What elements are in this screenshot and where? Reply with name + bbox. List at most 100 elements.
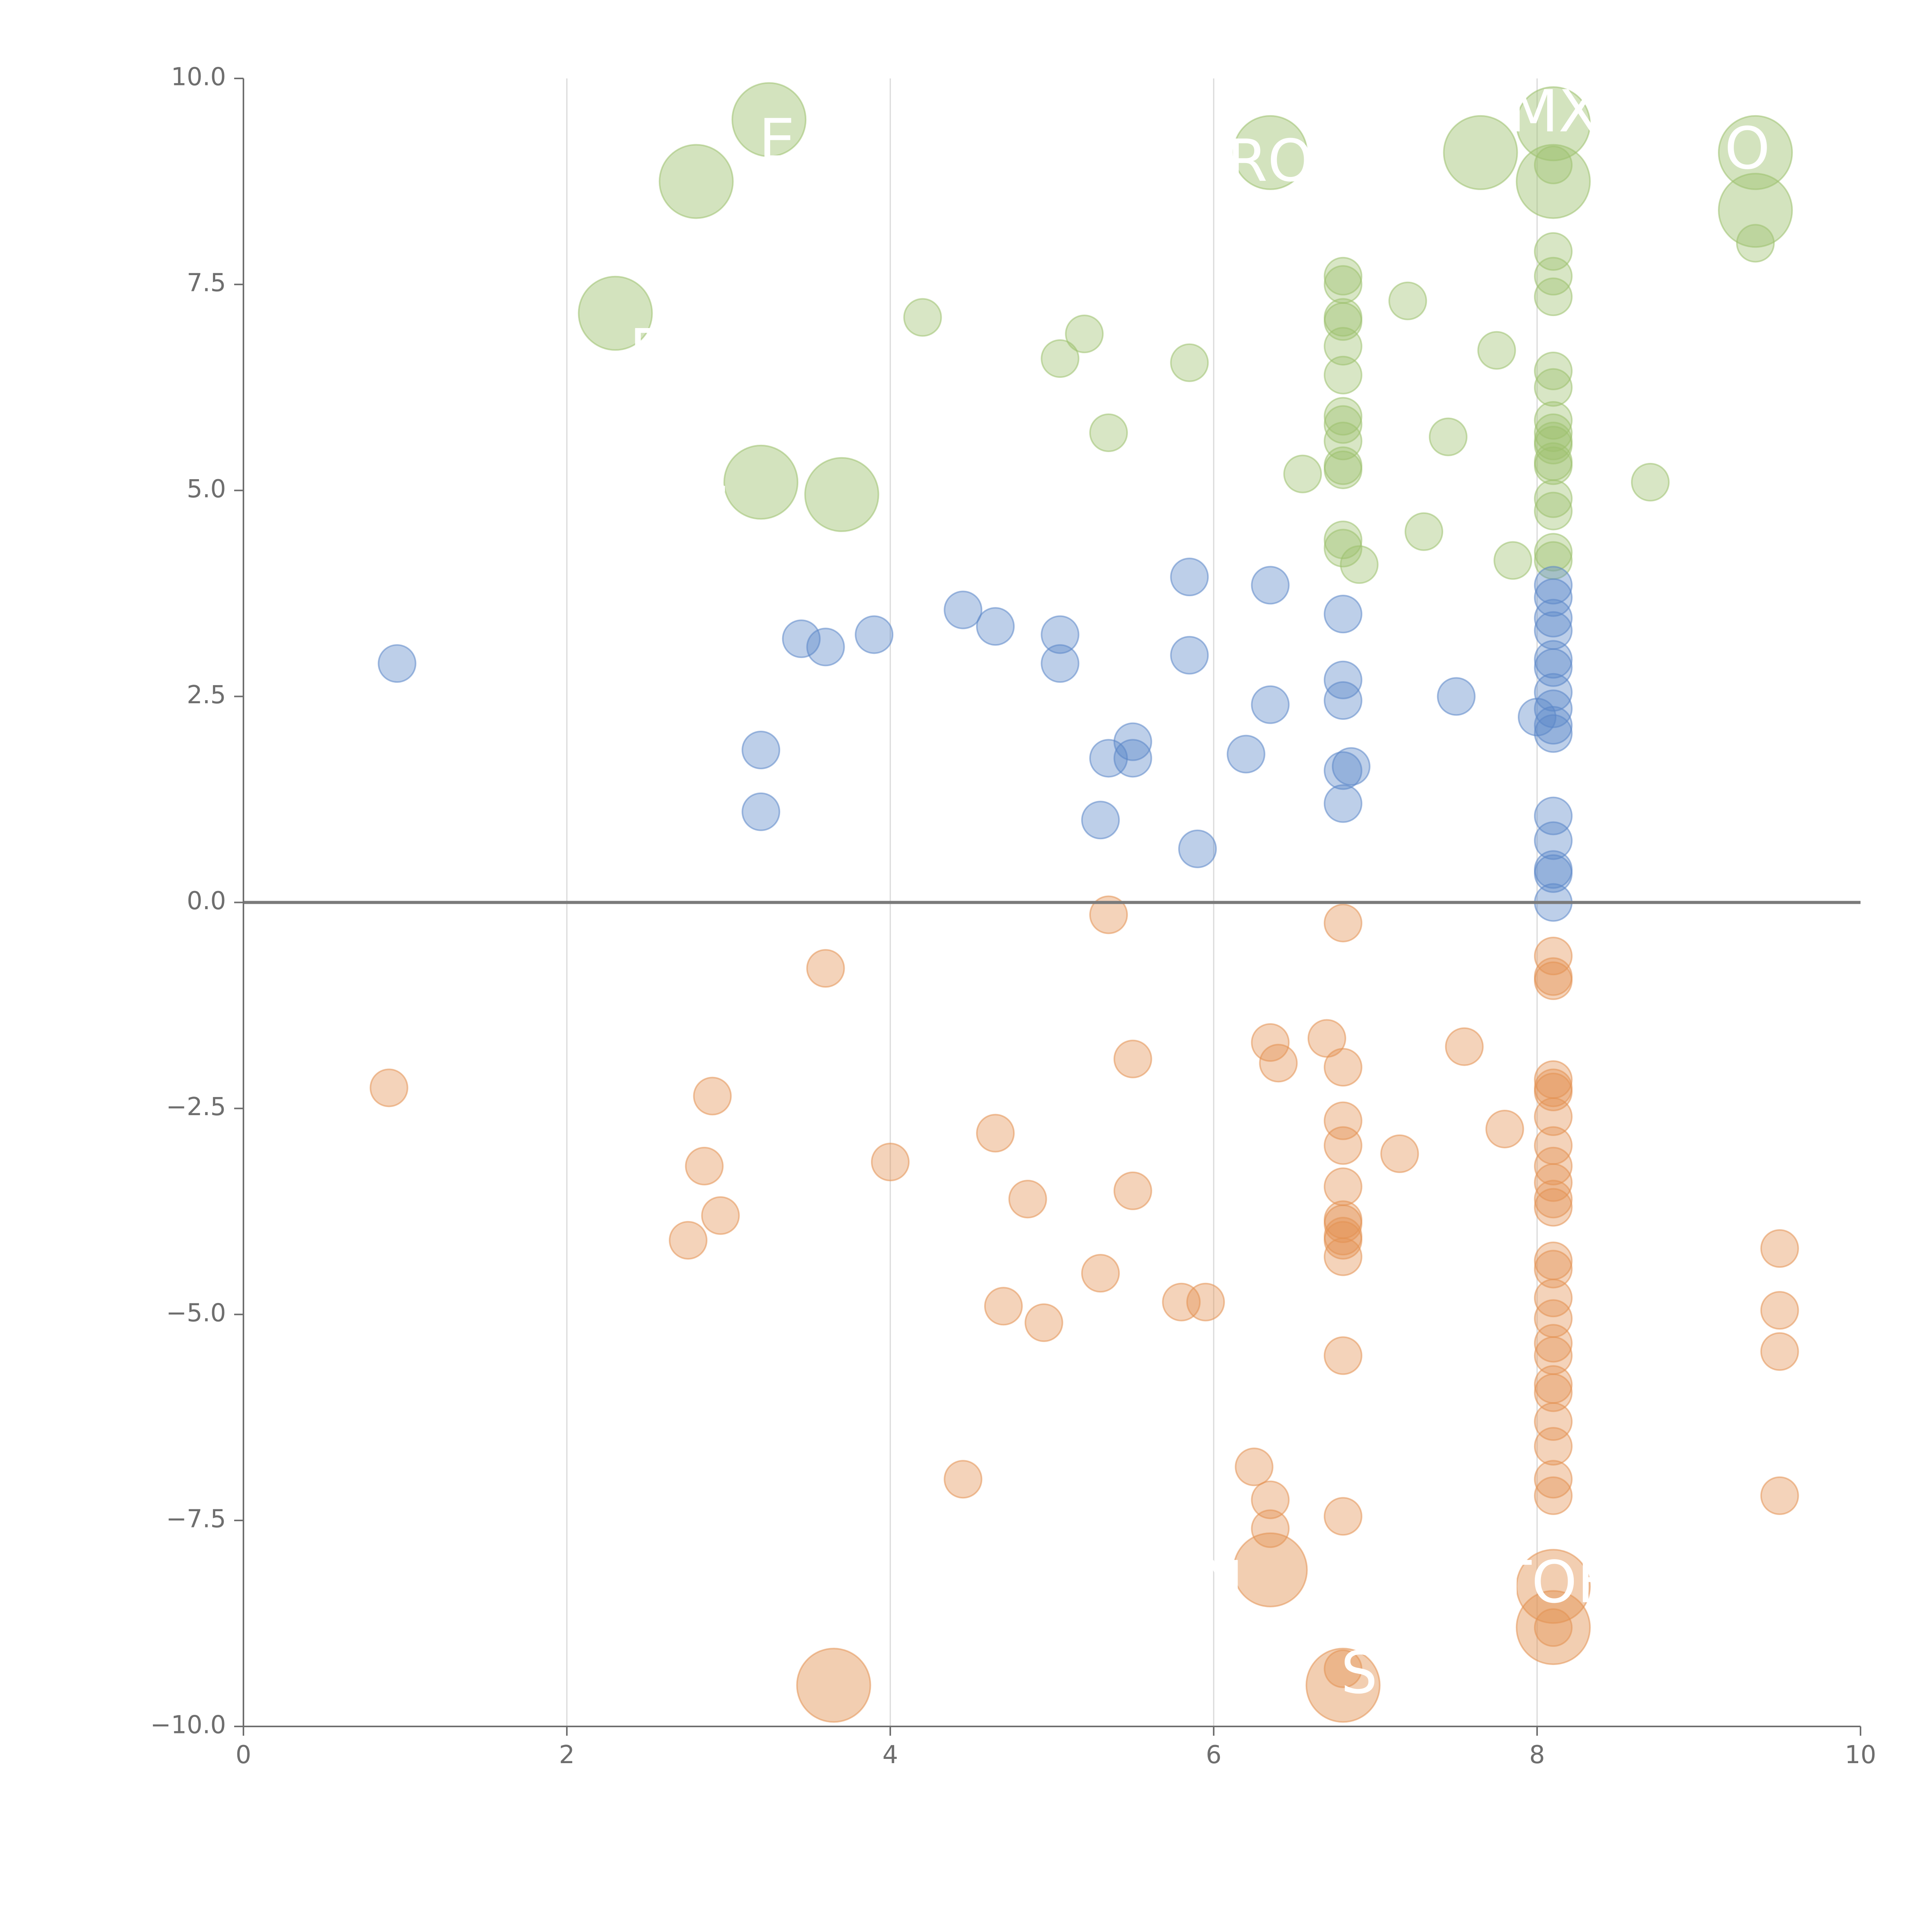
green-point: [1323, 265, 1362, 304]
blue-point: [1534, 599, 1573, 638]
orange-point: [1251, 1023, 1290, 1062]
green-point: [1534, 277, 1573, 316]
orange-point: [1186, 1282, 1225, 1321]
green-point: [1736, 224, 1775, 263]
blue-point: [806, 628, 845, 667]
orange-point: [1259, 1044, 1298, 1083]
blue-point: [1534, 854, 1573, 893]
green-point: [903, 298, 942, 337]
green-point: [1323, 257, 1362, 296]
orange-point: [1445, 1027, 1484, 1066]
orange-point: [1162, 1282, 1201, 1321]
orange-point: [1534, 1476, 1573, 1515]
green-labeled-point: [1515, 144, 1591, 219]
orange-point: [1534, 1608, 1573, 1647]
annotation-label: S: [694, 474, 731, 541]
green-point: [1041, 339, 1080, 378]
green-point: [1323, 520, 1362, 560]
orange-labeled-point: [796, 1648, 871, 1723]
blue-point: [1170, 636, 1209, 675]
orange-point: [806, 949, 845, 988]
orange-point: [369, 1068, 408, 1107]
y-tick-label: 0.0: [187, 887, 226, 915]
x-tick-label: 2: [559, 1741, 575, 1769]
orange-point: [1534, 1146, 1573, 1185]
x-tick-label: 4: [883, 1741, 898, 1769]
green-point: [1065, 315, 1104, 354]
green-point: [1534, 425, 1573, 464]
blue-point: [742, 730, 781, 769]
orange-point: [1485, 1109, 1524, 1148]
green-labeled-point: [723, 444, 799, 520]
y-tick-label: −10.0: [150, 1711, 226, 1740]
green-point: [1477, 331, 1516, 370]
orange-point: [1760, 1332, 1799, 1371]
orange-point: [668, 1221, 707, 1260]
green-labeled-point: [1718, 173, 1793, 248]
green-labeled-point: [1515, 86, 1591, 162]
green-labeled-point: [1718, 115, 1793, 190]
annotation-label: N: [1200, 1549, 1243, 1616]
blue-point: [1534, 714, 1573, 753]
orange-point: [1008, 1180, 1047, 1219]
blue-point: [1534, 566, 1573, 605]
blue-point: [855, 615, 894, 654]
blue-point: [1534, 821, 1573, 860]
blue-point: [1437, 677, 1476, 716]
orange-point: [1534, 1279, 1573, 1318]
x-tick-label: 0: [236, 1741, 252, 1769]
y-tick-label: −2.5: [166, 1093, 226, 1121]
annotation-label: O: [1725, 115, 1770, 182]
blue-point: [1251, 685, 1290, 724]
green-point: [1534, 479, 1573, 518]
green-point: [1534, 352, 1573, 391]
blue-point: [1534, 578, 1573, 617]
orange-labeled-point: [1515, 1590, 1591, 1665]
orange-point: [1323, 1221, 1362, 1260]
blue-point: [1534, 706, 1573, 745]
orange-point: [1323, 1649, 1362, 1688]
annotation-label: E: [759, 107, 796, 174]
orange-point: [944, 1460, 983, 1499]
annotation-label: TOF: [1496, 1549, 1611, 1616]
orange-point: [1089, 895, 1128, 934]
green-point: [1323, 405, 1362, 444]
green-labeled-point: [1233, 115, 1308, 190]
orange-point: [1323, 903, 1362, 942]
orange-point: [701, 1196, 740, 1235]
blue-point: [1170, 558, 1209, 597]
blue-point: [1534, 673, 1573, 712]
y-tick-label: 7.5: [187, 269, 226, 298]
blue-point: [742, 792, 781, 831]
orange-point: [1251, 1509, 1290, 1548]
green-point: [1534, 533, 1573, 572]
blue-point: [976, 607, 1015, 646]
orange-point: [1323, 1336, 1362, 1375]
blue-point: [1081, 801, 1120, 840]
orange-point: [1534, 1180, 1573, 1219]
blue-point: [1323, 681, 1362, 720]
blue-point: [1041, 615, 1080, 654]
x-tick-label: 10: [1845, 1741, 1876, 1769]
orange-point: [1113, 1039, 1152, 1078]
orange-point: [1760, 1476, 1799, 1515]
blue-point: [944, 590, 983, 629]
orange-point: [1534, 1097, 1573, 1136]
blue-point: [1323, 784, 1362, 823]
green-labeled-point: [731, 82, 807, 157]
y-tick-label: −5.0: [166, 1299, 226, 1327]
orange-point: [976, 1114, 1015, 1153]
green-labeled-point: [578, 276, 653, 351]
green-point: [1340, 545, 1379, 584]
orange-point: [1113, 1171, 1152, 1210]
orange-point: [1534, 961, 1573, 1000]
orange-point: [1534, 1188, 1573, 1227]
blue-point: [1251, 566, 1290, 605]
orange-labeled-point: [1515, 1549, 1591, 1624]
green-point: [1388, 281, 1427, 320]
orange-point: [1323, 1237, 1362, 1276]
orange-point: [1251, 1480, 1290, 1519]
orange-point: [984, 1287, 1023, 1326]
orange-point: [1024, 1303, 1063, 1342]
